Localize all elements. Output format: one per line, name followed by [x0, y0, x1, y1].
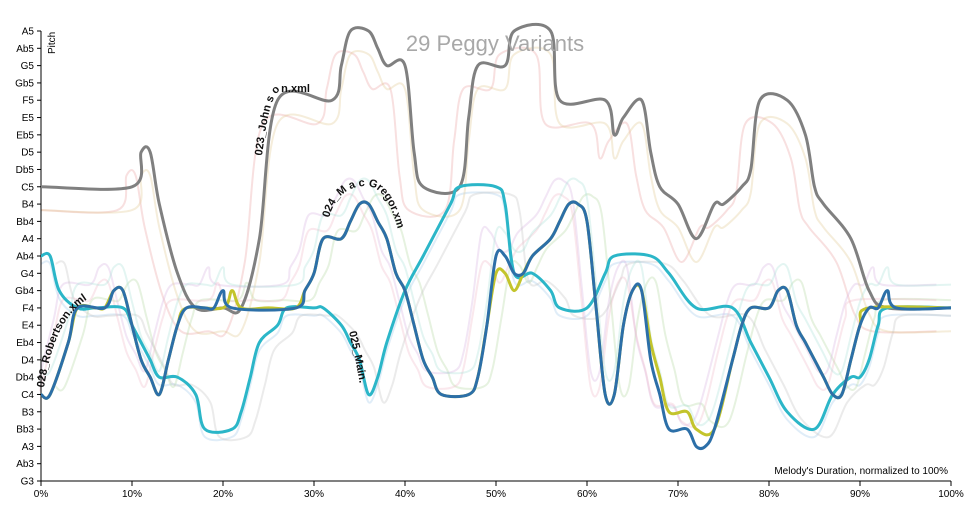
faint-variant-line: [40, 46, 952, 338]
y-tick-label: F5: [22, 96, 34, 107]
faint-variant-line: [40, 191, 952, 442]
y-tick-label: B3: [22, 407, 35, 418]
y-axis: A5 Ab5 G5 Gb5 F5 E5 Eb5 D5 Db5 C5 B4 Bb4 A4 Ab4 G4 Gb4 F…: [15, 27, 42, 488]
x-tick-label: 60%: [577, 489, 597, 500]
y-tick-label: G3: [21, 477, 35, 488]
x-tick-label: 100%: [938, 489, 964, 500]
series-line: [40, 22, 952, 315]
y-tick-label: Ab3: [16, 459, 34, 470]
x-tick-label: 80%: [759, 489, 779, 500]
x-axis-title: Melody's Duration, normalized to 100%: [774, 466, 948, 477]
y-tick-label: Gb5: [15, 78, 34, 89]
y-tick-label: Gb4: [15, 286, 34, 297]
y-tick-label: Db4: [16, 373, 35, 384]
x-axis: 0% 10% 20% 30% 40% 50% 60% 70% 80% 90% 100%: [34, 480, 964, 500]
faint-variant-line: [55, 191, 952, 442]
highlighted-series-layer: [40, 22, 952, 451]
x-tick-label: 30%: [304, 489, 324, 500]
y-tick-label: F4: [22, 303, 34, 314]
y-tick-label: E5: [22, 113, 35, 124]
y-tick-label: Db5: [16, 165, 35, 176]
y-axis-title: Pitch: [47, 32, 58, 54]
chart-title: 29 Peggy Variants: [406, 31, 584, 56]
y-tick-label: C4: [21, 390, 34, 401]
y-tick-label: Bb4: [16, 217, 34, 228]
faint-variant-line: [40, 46, 937, 338]
x-tick-label: 40%: [395, 489, 415, 500]
y-tick-label: Ab4: [16, 252, 34, 263]
y-tick-label: Bb3: [16, 425, 34, 436]
y-tick-label: G5: [21, 61, 35, 72]
x-tick-label: 20%: [213, 489, 233, 500]
series-label: 024_M a c Gregor.xml: [0, 0, 406, 230]
y-tick-label: Eb4: [16, 338, 34, 349]
y-tick-label: Ab5: [16, 44, 34, 55]
series-line: [40, 183, 952, 434]
x-tick-label: 90%: [850, 489, 870, 500]
faint-variant-line: [39, 193, 937, 429]
series-line: [40, 200, 952, 451]
y-tick-label: D4: [21, 355, 34, 366]
y-tick-label: B4: [22, 200, 35, 211]
y-tick-label: A3: [22, 442, 35, 453]
x-tick-label: 0%: [34, 489, 49, 500]
y-tick-label: C5: [21, 182, 34, 193]
y-tick-label: D5: [21, 148, 34, 159]
x-tick-label: 50%: [486, 489, 506, 500]
x-tick-label: 10%: [122, 489, 142, 500]
y-tick-label: E4: [22, 321, 35, 332]
y-tick-label: A4: [22, 234, 35, 245]
faint-variant-line: [40, 177, 952, 427]
x-tick-label: 70%: [668, 489, 688, 500]
faint-variants-layer: [39, 46, 952, 442]
y-tick-label: A5: [22, 27, 35, 38]
y-tick-label: Eb5: [16, 130, 34, 141]
y-tick-label: G4: [21, 269, 35, 280]
